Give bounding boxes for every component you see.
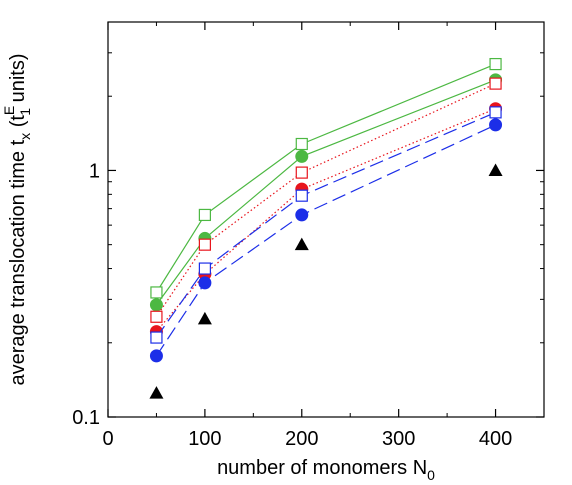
series-line bbox=[155, 63, 496, 293]
data-point-square bbox=[489, 57, 502, 71]
x-axis-label-sub: 0 bbox=[427, 467, 435, 483]
data-point-circle bbox=[295, 149, 309, 163]
x-tick-label: 0 bbox=[102, 428, 113, 450]
y-axis-label-tail: units) bbox=[7, 53, 29, 107]
data-point-triangle bbox=[197, 311, 212, 325]
data-point-circle bbox=[489, 118, 503, 132]
y-axis-label-sub1: x bbox=[17, 133, 33, 140]
data-point-square bbox=[150, 286, 163, 299]
data-point-square bbox=[489, 77, 502, 90]
data-point-circle bbox=[149, 349, 163, 363]
data-point-circle bbox=[149, 298, 163, 312]
series-layer bbox=[149, 57, 503, 399]
data-point-square bbox=[198, 238, 211, 251]
x-tick-label: 400 bbox=[479, 428, 512, 450]
data-point-triangle bbox=[488, 163, 503, 176]
series-6 bbox=[149, 163, 503, 399]
data-point-circle bbox=[295, 208, 309, 222]
series-5 bbox=[149, 118, 503, 363]
x-tick-label: 100 bbox=[188, 428, 221, 450]
y-axis-label-main: average translocation time t bbox=[7, 139, 29, 385]
data-point-square bbox=[198, 208, 211, 222]
y-tick-label: 1 bbox=[89, 160, 100, 182]
x-tick-label: 200 bbox=[285, 428, 318, 450]
data-point-square bbox=[150, 310, 163, 323]
data-point-square bbox=[489, 106, 502, 119]
x-axis-label: number of monomers N0 bbox=[217, 457, 435, 483]
series-line bbox=[155, 124, 496, 357]
series-line bbox=[155, 108, 496, 332]
y-axis-label-mid: (t bbox=[7, 115, 29, 133]
series-2 bbox=[150, 77, 502, 323]
x-tick-label: 300 bbox=[382, 428, 415, 450]
data-point-square bbox=[295, 189, 308, 202]
series-4 bbox=[150, 106, 502, 344]
y-tick-label: 0.1 bbox=[72, 407, 100, 429]
y-axis-label-sub2: 1 bbox=[17, 108, 33, 116]
plot-frame bbox=[107, 21, 545, 418]
data-point-square bbox=[198, 262, 211, 275]
data-point-square bbox=[150, 331, 163, 344]
data-point-triangle bbox=[294, 237, 309, 251]
y-axis-label: average translocation time tx (tE1 units… bbox=[1, 53, 33, 385]
data-point-circle bbox=[198, 276, 212, 290]
series-0 bbox=[150, 57, 502, 299]
series-line bbox=[155, 79, 496, 306]
data-point-triangle bbox=[149, 386, 164, 399]
data-point-square bbox=[295, 166, 308, 179]
series-line bbox=[155, 111, 496, 338]
axis-ticks: 0 100 200 300 400 0.1 1 bbox=[72, 22, 544, 450]
x-axis-label-main: number of monomers N bbox=[217, 457, 427, 479]
data-point-square bbox=[295, 137, 308, 151]
y-axis-label-sup: E bbox=[1, 106, 17, 115]
